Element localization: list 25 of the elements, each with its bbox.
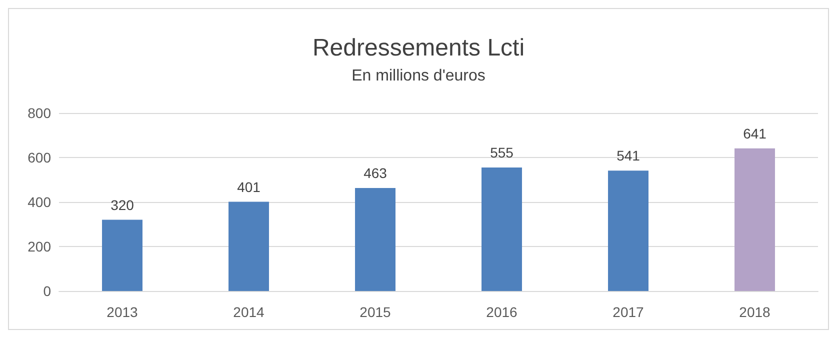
y-tick-label: 200 xyxy=(28,238,52,254)
y-tick-label: 0 xyxy=(43,283,52,299)
y-tick-label: 400 xyxy=(28,194,52,210)
bar xyxy=(734,148,775,291)
data-label: 401 xyxy=(237,178,261,195)
x-tick-label: 2018 xyxy=(739,304,771,320)
chart-subtitle: En millions d'euros xyxy=(352,68,486,84)
x-tick-label: 2014 xyxy=(233,304,265,320)
x-tick-label: 2016 xyxy=(486,304,518,320)
bar xyxy=(102,220,142,291)
x-tick-label: 2015 xyxy=(360,304,392,320)
data-label: 463 xyxy=(364,164,388,181)
data-label: 541 xyxy=(616,148,640,164)
x-tick-label: 2013 xyxy=(106,304,138,320)
y-tick-label: 800 xyxy=(28,105,52,121)
bar xyxy=(608,170,648,291)
bar xyxy=(228,202,269,291)
data-label: 641 xyxy=(743,125,767,142)
data-label: 555 xyxy=(490,144,514,161)
y-tick-label: 600 xyxy=(28,150,52,166)
chart-title: Redressements Lcti xyxy=(312,34,525,62)
bar xyxy=(355,188,396,291)
data-label: 320 xyxy=(110,196,134,213)
x-tick-label: 2017 xyxy=(612,304,644,320)
bar xyxy=(482,168,522,291)
